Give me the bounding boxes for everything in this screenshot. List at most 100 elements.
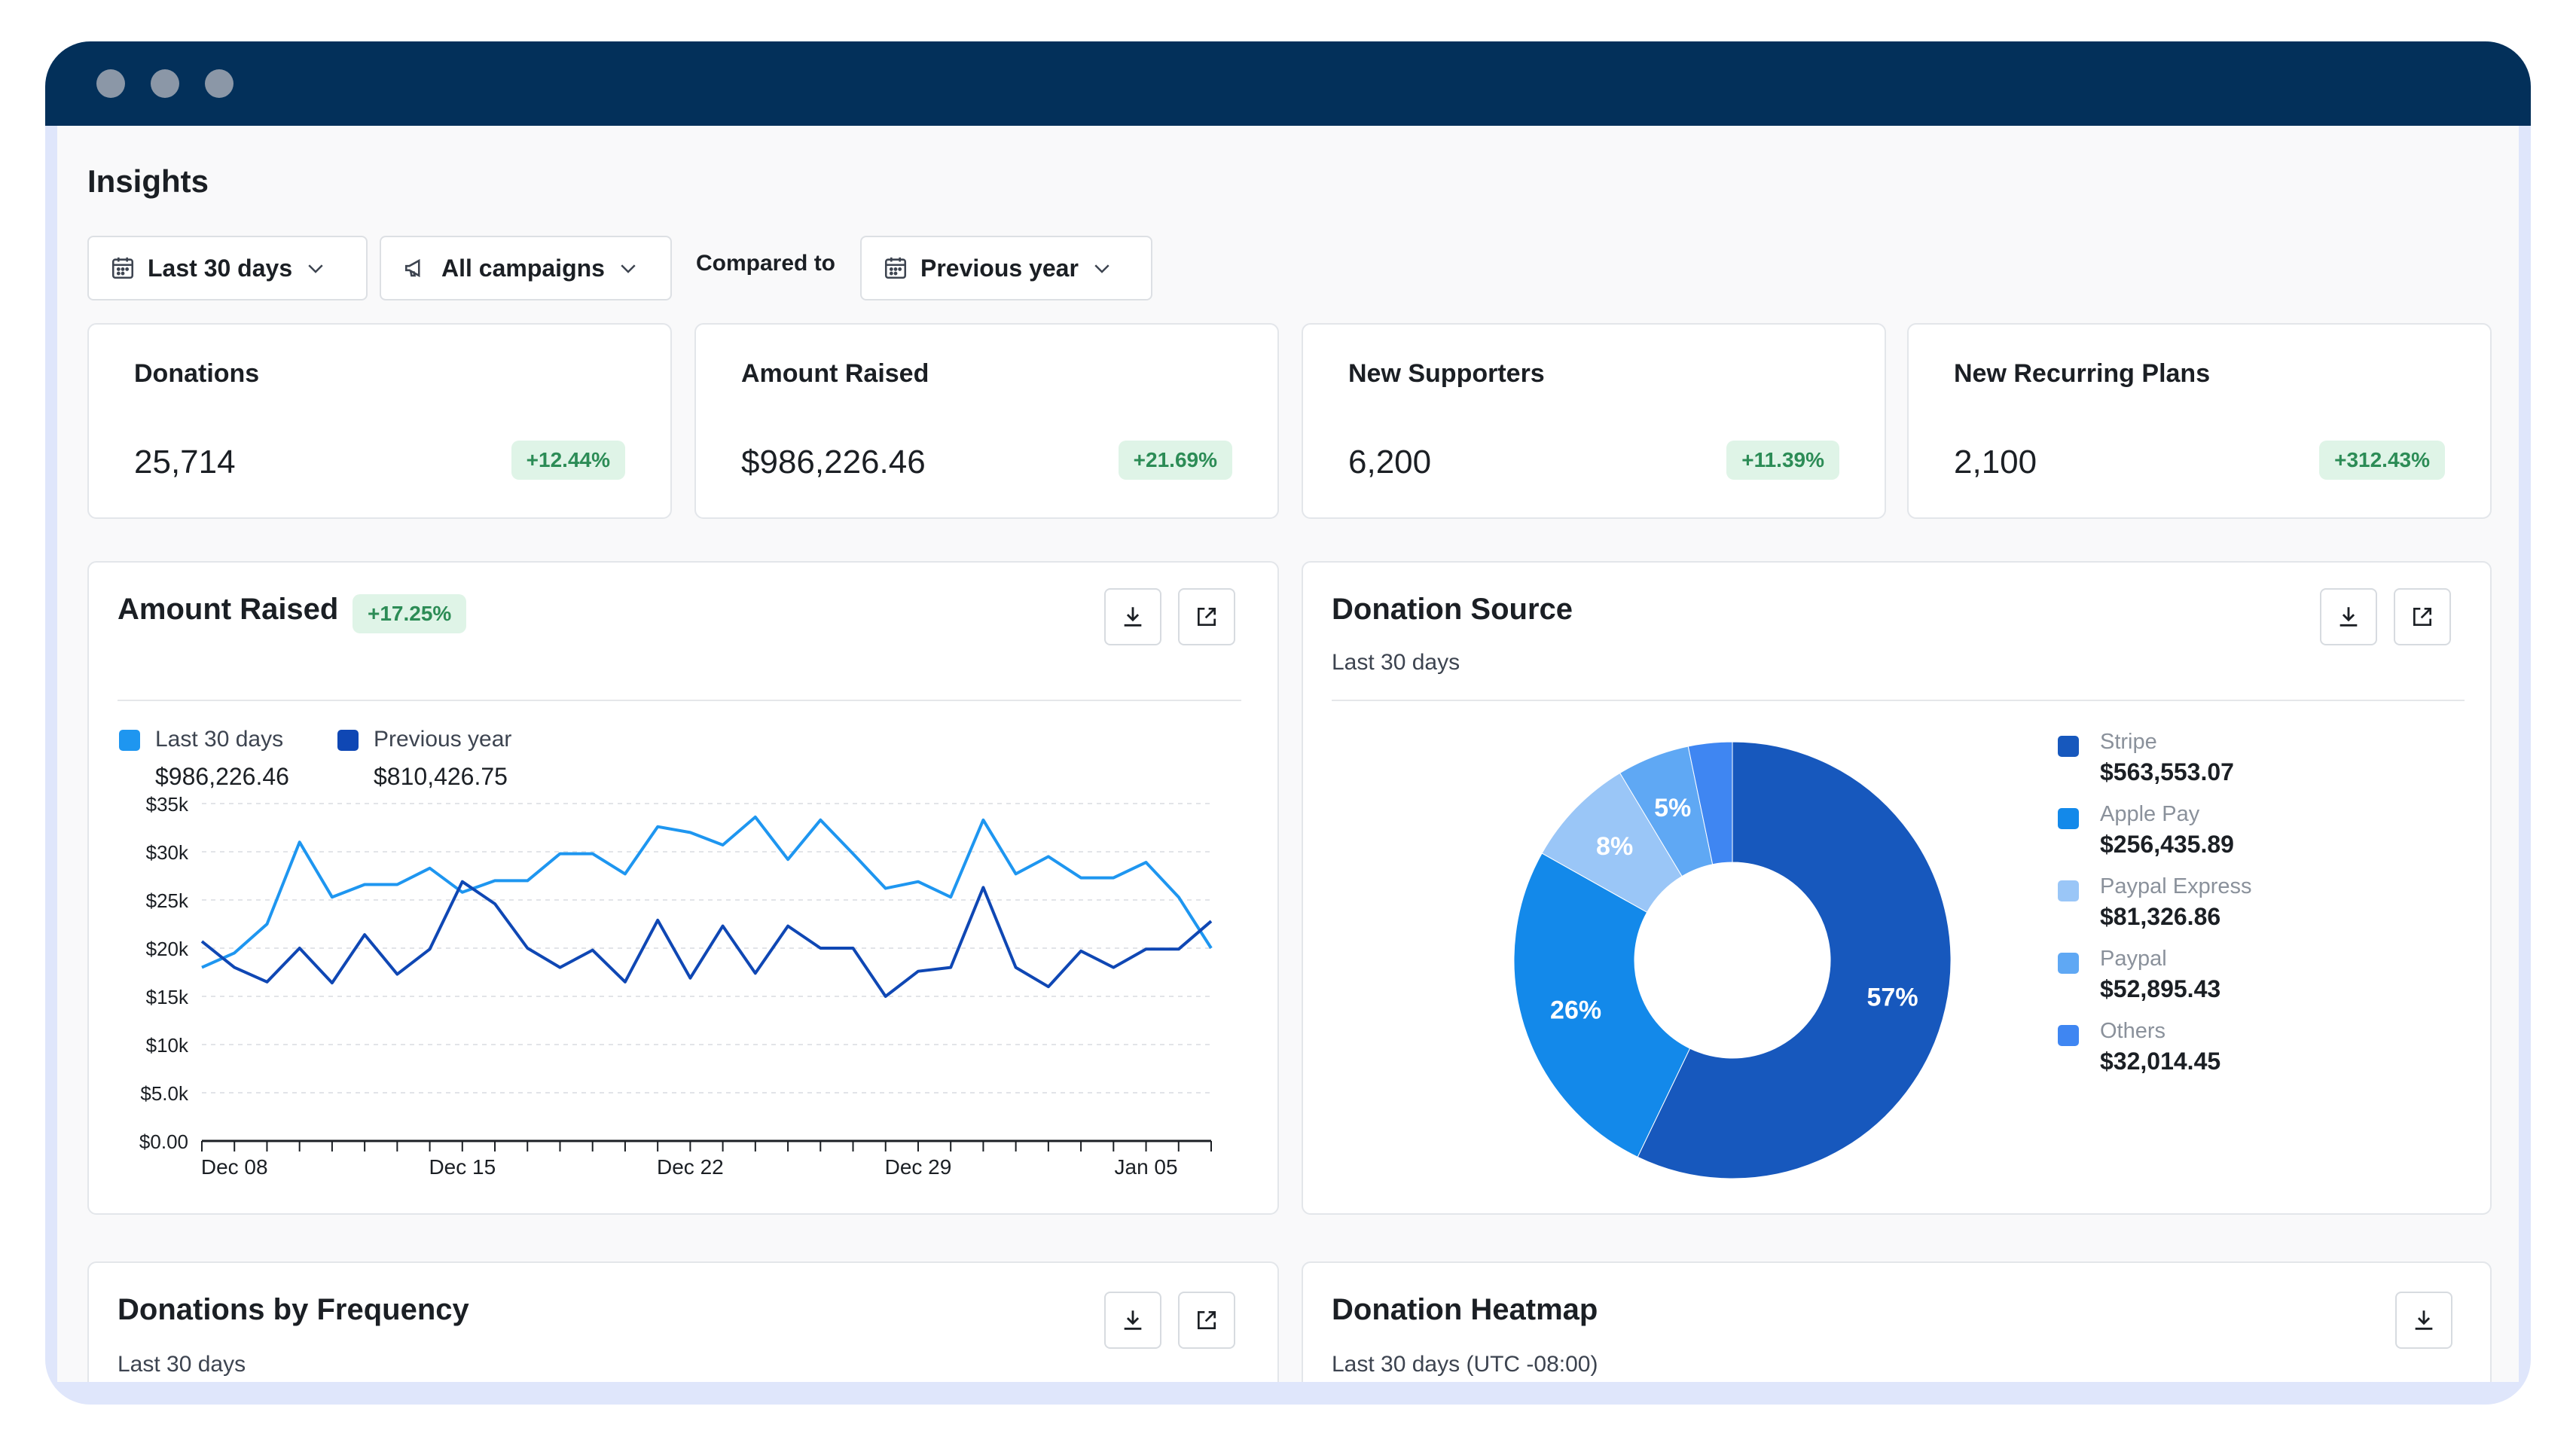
y-tick-label: $20k xyxy=(146,938,189,960)
panel-title: Donation Source xyxy=(1332,593,1573,626)
chevron-down-icon xyxy=(621,264,636,273)
donation-source-panel: Donation Source Last 30 days 57% 26% 8% 5% … xyxy=(1302,561,2492,1215)
stat-card-new-supporters: New Supporters 6,200 +11.39% xyxy=(1302,323,1886,519)
legend-value: $986,226.46 xyxy=(155,763,289,790)
amount-raised-line-chart: $0.00 $5.0k $10k $15k $20k $25k $30k $35k Dec 08… xyxy=(139,793,1213,1179)
source-value: $52,895.43 xyxy=(2100,975,2221,1002)
campaign-label: All campaigns xyxy=(441,254,605,282)
y-tick-label: $10k xyxy=(146,1034,189,1057)
panel-subtitle: Last 30 days xyxy=(1332,650,1460,675)
donut-slice-others xyxy=(1687,741,1733,865)
panel-divider xyxy=(1332,700,2465,701)
download-icon xyxy=(2415,1310,2433,1330)
source-name: Paypal Express xyxy=(2100,874,2252,898)
y-tick-label: $5.0k xyxy=(140,1082,189,1105)
legend-swatch xyxy=(2058,1025,2079,1046)
expand-button[interactable] xyxy=(1178,588,1235,645)
stat-label: New Supporters xyxy=(1348,359,1545,388)
expand-button[interactable] xyxy=(1178,1292,1235,1349)
series-line-last-30-days xyxy=(201,815,1213,969)
expand-button[interactable] xyxy=(2394,588,2451,645)
page-title: Insights xyxy=(87,163,209,199)
stat-change-badge: +11.39% xyxy=(1726,441,1839,480)
chevron-down-icon xyxy=(308,264,323,273)
stat-label: Donations xyxy=(134,359,260,388)
stat-card-donations: Donations 25,714 +12.44% xyxy=(87,323,672,519)
download-button[interactable] xyxy=(2395,1292,2452,1349)
legend-swatch-previous-year xyxy=(337,730,359,751)
x-tick-label: Dec 22 xyxy=(657,1155,724,1179)
y-tick-label: $30k xyxy=(146,841,189,864)
y-tick-label: $35k xyxy=(146,793,189,816)
download-button[interactable] xyxy=(2320,588,2377,645)
x-tick-label: Jan 05 xyxy=(1115,1155,1178,1179)
stat-change-badge: +21.69% xyxy=(1118,441,1232,480)
window-minimize-dot[interactable] xyxy=(151,69,179,98)
y-tick-label: $0.00 xyxy=(139,1130,188,1153)
expand-icon xyxy=(2413,608,2431,626)
source-value: $563,553.07 xyxy=(2100,758,2234,785)
stat-card-amount-raised: Amount Raised $986,226.46 +21.69% xyxy=(694,323,1279,519)
panel-subtitle: Last 30 days xyxy=(118,1352,246,1377)
amount-raised-panel: Amount Raised +17.25% Last 30 days $986,… xyxy=(87,561,1279,1215)
donut-slice-apple-pay xyxy=(1513,853,1691,1158)
download-icon xyxy=(1124,1310,1142,1330)
expand-icon xyxy=(1198,1311,1216,1329)
comparison-filter[interactable]: Previous year xyxy=(860,236,1152,300)
stat-value: 2,100 xyxy=(1954,444,2037,480)
panel-subtitle: Last 30 days (UTC -08:00) xyxy=(1332,1352,1598,1377)
calendar-icon xyxy=(884,257,907,279)
date-range-label: Last 30 days xyxy=(148,254,293,282)
legend-swatch xyxy=(2058,953,2079,974)
source-name: Paypal xyxy=(2100,947,2167,971)
stat-label: New Recurring Plans xyxy=(1954,359,2211,388)
chevron-down-icon xyxy=(1094,264,1109,273)
download-button[interactable] xyxy=(1104,588,1161,645)
app-window: Insights Last 30 days All campaigns Comp… xyxy=(45,41,2531,1405)
window-zoom-dot[interactable] xyxy=(205,69,233,98)
legend-swatch xyxy=(2058,808,2079,829)
comparison-label: Previous year xyxy=(920,254,1079,282)
panel-title: Donation Heatmap xyxy=(1332,1293,1598,1326)
date-range-filter[interactable]: Last 30 days xyxy=(87,236,368,300)
panel-divider xyxy=(118,700,1241,701)
stat-value: 25,714 xyxy=(134,444,236,480)
stat-change-badge: +12.44% xyxy=(511,441,625,480)
panel-title: Donations by Frequency xyxy=(118,1293,469,1326)
insights-page: Insights Last 30 days All campaigns Comp… xyxy=(57,126,2519,1382)
stat-label: Amount Raised xyxy=(741,359,929,388)
campaign-filter[interactable]: All campaigns xyxy=(380,236,672,300)
download-icon xyxy=(1124,607,1142,627)
panel-title: Amount Raised xyxy=(118,593,339,626)
amount-raised-change-badge: +17.25% xyxy=(353,594,467,633)
legend-swatch xyxy=(2058,736,2079,757)
title-bar xyxy=(45,41,2531,126)
legend-label: Last 30 days xyxy=(155,727,284,752)
stat-value: 6,200 xyxy=(1348,444,1432,480)
donation-source-donut-chart: 57% 26% 8% 5% xyxy=(1513,741,1952,1179)
download-button[interactable] xyxy=(1104,1292,1161,1349)
source-value: $32,014.45 xyxy=(2100,1048,2221,1075)
download-icon xyxy=(2339,607,2358,627)
x-tick-label: Dec 08 xyxy=(201,1155,268,1179)
donut-slice-stripe xyxy=(1637,741,1952,1179)
legend-label: Previous year xyxy=(374,727,512,752)
legend-swatch-last-30-days xyxy=(119,730,140,751)
stat-value: $986,226.46 xyxy=(741,444,926,480)
window-close-dot[interactable] xyxy=(96,69,125,98)
expand-icon xyxy=(1198,608,1216,626)
donut-percent-label: 57% xyxy=(1867,984,1918,1012)
donut-percent-label: 5% xyxy=(1654,794,1691,822)
source-name: Apple Pay xyxy=(2100,802,2200,826)
x-tick-label: Dec 15 xyxy=(429,1155,496,1179)
x-tick-label: Dec 29 xyxy=(885,1155,952,1179)
donut-percent-label: 8% xyxy=(1596,832,1633,861)
source-name: Others xyxy=(2100,1019,2166,1043)
legend-swatch xyxy=(2058,880,2079,901)
donations-by-frequency-panel: Donations by Frequency Last 30 days xyxy=(87,1261,1279,1382)
series-line-previous-year xyxy=(200,880,1213,998)
y-tick-label: $25k xyxy=(146,889,189,912)
stat-card-new-recurring-plans: New Recurring Plans 2,100 +312.43% xyxy=(1907,323,2492,519)
legend-value: $810,426.75 xyxy=(374,763,508,790)
stat-change-badge: +312.43% xyxy=(2319,441,2445,480)
